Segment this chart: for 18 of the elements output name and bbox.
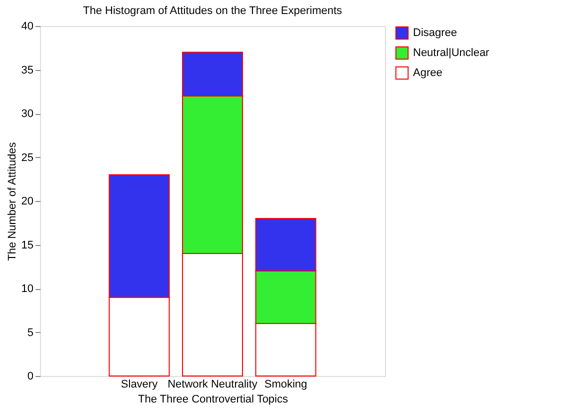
- y-tick-label: 0: [27, 370, 34, 382]
- y-tick-label: 20: [21, 196, 34, 208]
- chart-title: The Histogram of Attitudes on the Three Experiments: [82, 5, 343, 17]
- y-tick-label: 5: [27, 326, 34, 339]
- y-tick-label: 30: [21, 108, 34, 120]
- legend-label: Neutral|Unclear: [413, 47, 490, 59]
- x-tick-label: Network Neutrality: [168, 378, 258, 390]
- y-tick-label: 10: [21, 283, 34, 295]
- x-tick-label: Smoking: [264, 378, 308, 390]
- x-tick-label: Slavery: [120, 378, 158, 390]
- y-axis-title: The Number of Attitudes: [6, 142, 18, 261]
- y-tick-label: 15: [21, 239, 34, 252]
- y-tick-label: 25: [21, 152, 34, 164]
- y-tick-label: 35: [21, 64, 34, 76]
- x-axis-title: The Three Controvertial Topics: [138, 394, 288, 406]
- y-tick-label: 40: [21, 20, 34, 32]
- legend-label: Agree: [413, 67, 442, 79]
- legend-label: Disagree: [413, 27, 458, 39]
